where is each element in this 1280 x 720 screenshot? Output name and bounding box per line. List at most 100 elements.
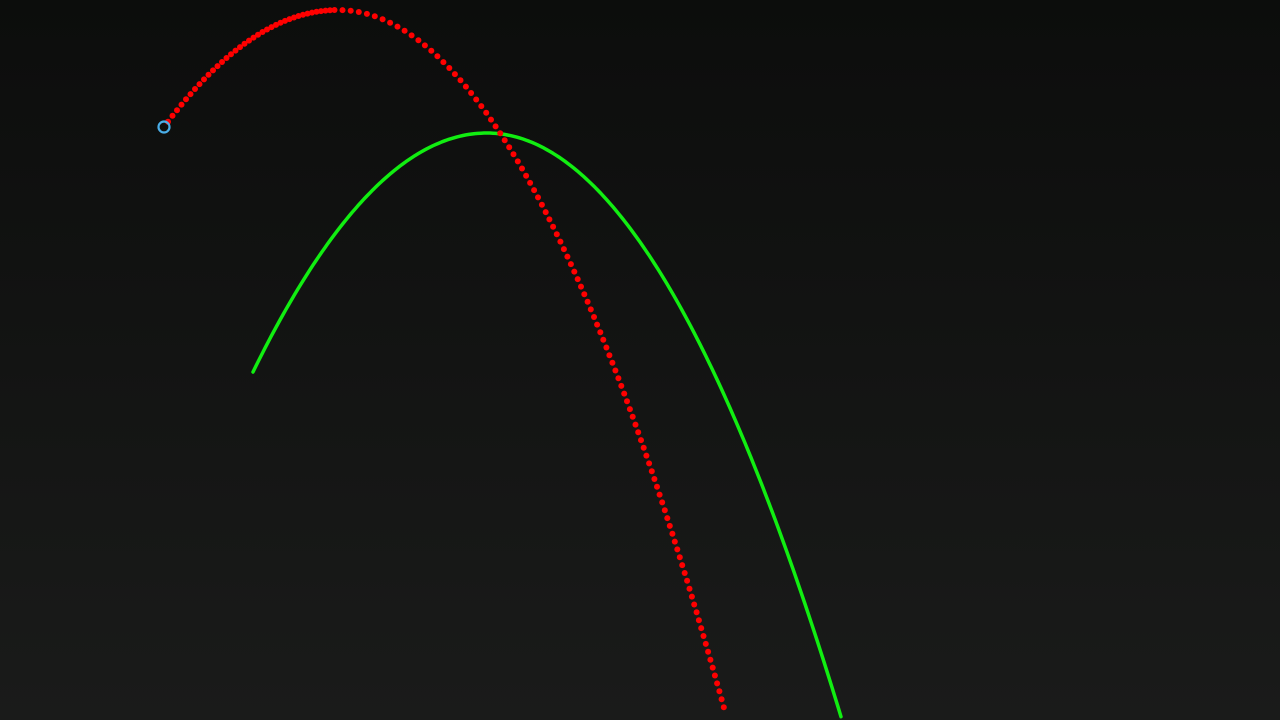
trajectory-dot — [421, 42, 428, 49]
trajectory-dot — [591, 314, 597, 320]
trajectory-dot — [603, 344, 610, 351]
trajectory-dot — [669, 530, 676, 537]
trajectory-dot — [473, 96, 480, 103]
trajectory-dot — [309, 9, 315, 16]
trajectory-dot — [440, 59, 447, 66]
trajectory-dot — [277, 19, 284, 26]
trajectory-dot — [497, 130, 504, 137]
trajectory-dot — [506, 144, 513, 151]
trajectory-dot — [564, 253, 571, 260]
trajectory-dot — [318, 8, 324, 15]
trajectory-dot — [264, 26, 270, 33]
trajectory-dot — [674, 546, 681, 553]
trajectory-dot — [567, 261, 574, 268]
trajectory-dot — [268, 24, 275, 31]
trajectory-dot — [632, 421, 639, 428]
trajectory-dot — [300, 11, 306, 18]
trajectory-dot — [654, 483, 660, 490]
trajectory-dot — [219, 59, 225, 65]
trajectory-dot — [679, 562, 686, 569]
trajectory-dot — [295, 13, 302, 19]
trajectory-dot — [394, 23, 401, 30]
trajectory-dot — [313, 8, 320, 15]
trajectory-dot — [363, 10, 370, 17]
trajectory-dot — [214, 63, 221, 70]
trajectory-dot — [542, 209, 549, 216]
trajectory-dot — [408, 32, 415, 39]
trajectory-dot — [626, 406, 633, 413]
trajectory-dot — [709, 664, 716, 671]
trajectory-dot — [597, 329, 604, 336]
trajectory-dot — [635, 429, 642, 436]
trajectory-dot — [228, 51, 234, 58]
trajectory-dot — [196, 81, 203, 88]
trajectory-dot — [615, 375, 622, 382]
trajectory-dot — [246, 37, 252, 44]
trajectory-dot — [355, 9, 362, 15]
trajectory-dot — [331, 7, 338, 13]
trajectory-dot — [560, 246, 567, 253]
trajectory-dot — [401, 27, 408, 34]
trajectory-dot — [698, 625, 705, 632]
trajectory-dot — [666, 522, 673, 529]
trajectory-dot — [684, 577, 691, 584]
trajectory-dot — [546, 216, 553, 223]
trajectory-dot — [457, 77, 464, 84]
trajectory-dot — [322, 7, 329, 14]
trajectory-dot — [347, 7, 354, 14]
trajectory-dot — [223, 55, 230, 61]
trajectory-dot — [640, 444, 647, 451]
trajectory-dot — [387, 19, 394, 26]
trajectory-dot — [621, 390, 628, 397]
trajectory-dot — [600, 336, 607, 343]
trajectory-dot — [379, 16, 386, 23]
trajectory-dot — [428, 47, 435, 54]
trajectory-dot — [201, 76, 207, 83]
trajectory-dot — [648, 468, 655, 475]
trajectory-dot — [578, 283, 584, 290]
trajectory-dot — [178, 101, 185, 108]
trajectory-dot — [241, 40, 248, 47]
trajectory-dot — [656, 491, 663, 498]
trajectory-dot — [691, 601, 698, 608]
trajectory-dot — [523, 172, 530, 179]
trajectory-dot — [286, 16, 293, 23]
trajectory-dot — [371, 13, 378, 20]
trajectory-dot — [488, 116, 494, 123]
trajectory-dot — [700, 633, 707, 639]
trajectory-dot — [255, 31, 261, 38]
trajectory-dot — [446, 65, 453, 71]
trajectory-dot — [643, 452, 650, 459]
trajectory-dot — [478, 103, 485, 110]
trajectory-dot — [571, 268, 578, 275]
trajectory-dot — [606, 352, 613, 359]
trajectory-dot — [707, 656, 714, 663]
predicted-trajectory-line — [251, 131, 843, 719]
trajectory-dot — [514, 158, 521, 165]
trajectory-dot — [531, 187, 538, 194]
launch-point-marker[interactable] — [157, 120, 171, 134]
trajectory-dot — [510, 151, 517, 158]
trajectory-dot — [612, 367, 619, 374]
trajectory-dot — [711, 672, 718, 679]
trajectory-dot — [629, 413, 636, 420]
trajectory-dot — [720, 704, 727, 711]
trajectory-dot — [237, 44, 243, 51]
trajectory-dot — [695, 617, 702, 624]
trajectory-dot — [492, 123, 499, 130]
trajectory-dot — [527, 179, 534, 186]
trajectory-dot — [638, 437, 644, 444]
trajectory-dot — [624, 398, 630, 405]
trajectory-dot — [581, 291, 588, 298]
trajectory-dot — [304, 10, 311, 17]
trajectory-dot — [451, 71, 458, 78]
trajectory-dot — [205, 71, 212, 78]
trajectory-dot — [434, 53, 441, 60]
trajectory-dot — [574, 276, 581, 283]
trajectory-dot — [718, 696, 725, 703]
actual-trajectory-dots — [165, 7, 727, 711]
trajectory-dot — [594, 321, 601, 328]
trajectory-dot — [183, 96, 189, 103]
